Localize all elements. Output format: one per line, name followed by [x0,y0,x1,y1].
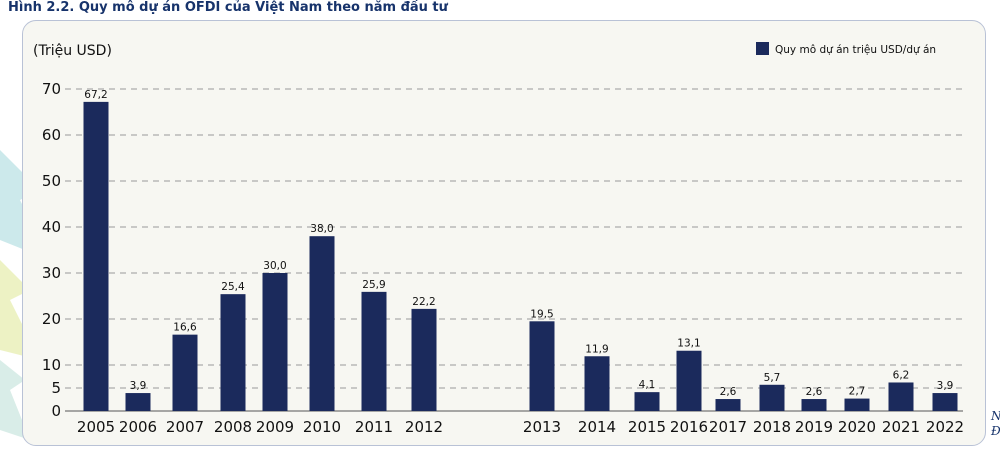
bar [759,384,785,411]
bar [676,350,702,411]
x-tick-label: 2011 [355,418,393,436]
bar [529,321,555,411]
bar [262,273,288,411]
x-axis-ticks: 2005 2006 2007 2008 2009 2010 2011 2012 2013 2014… [77,418,964,436]
bar-value-labels: 67,2 3,9 16,6 25,4 30,0 38,0 25,9 22,2 19,5 11,9 4… [84,89,953,398]
page-title: Hình 2.2. Quy mô dự án OFDI của Việt Nam… [8,0,448,15]
bar-value-label: 11,9 [585,343,608,355]
x-tick-label: 2005 [77,418,115,436]
x-tick-label: 2007 [166,418,204,436]
bar-value-label: 22,2 [412,296,435,308]
bar [844,398,870,411]
x-tick-label: 2017 [709,418,747,436]
x-tick-label: 2019 [795,418,833,436]
chart-panel: 0 5 10 20 30 40 50 60 70 67,2 3,9 16,6 25,4 30,0 38,0… [22,20,986,446]
bar-value-label: 2,6 [806,386,823,398]
bar [220,294,246,411]
bar [309,236,335,411]
bar [411,308,437,411]
bar-value-label: 25,9 [362,279,385,291]
x-tick-label: 2008 [214,418,252,436]
legend-swatch [756,42,769,55]
bar-value-label: 2,6 [720,386,737,398]
bar-chart: 0 5 10 20 30 40 50 60 70 67,2 3,9 16,6 25,4 30,0 38,0… [33,42,964,436]
grid-lines [65,88,963,412]
bar-value-label: 2,7 [849,386,866,398]
x-tick-label: 2018 [753,418,791,436]
bar-value-label: 25,4 [221,281,245,293]
bar-value-label: 38,0 [310,223,333,235]
bar [634,392,660,411]
x-tick-label: 2022 [926,418,964,436]
x-tick-label: 2021 [882,418,920,436]
side-note: N Đ [991,409,1000,438]
y-tick-label: 30 [42,264,61,282]
bar-value-label: 30,0 [263,260,286,272]
bar-value-label: 3,9 [937,380,954,392]
bar [801,399,827,411]
bar-value-label: 67,2 [84,89,107,101]
y-tick-label: 70 [42,80,61,98]
bar-value-label: 19,5 [530,308,553,320]
legend-label: Quy mô dự án triệu USD/dự án [775,44,936,56]
x-tick-label: 2015 [628,418,666,436]
y-tick-label: 5 [51,379,61,397]
bar [932,393,958,411]
x-tick-label: 2020 [838,418,876,436]
bar-value-label: 6,2 [893,369,910,381]
x-tick-label: 2013 [523,418,561,436]
x-tick-label: 2009 [256,418,294,436]
y-tick-label: 60 [42,126,61,144]
bar-value-label: 4,1 [639,379,656,391]
y-tick-label: 0 [51,402,61,420]
x-tick-label: 2016 [670,418,708,436]
y-axis-ticks: 0 5 10 20 30 40 50 60 70 [42,80,61,420]
bar [125,393,151,411]
bar-value-label: 13,1 [677,338,700,350]
y-axis-unit-label: (Triệu USD) [33,43,112,59]
bar [83,101,109,411]
bar [888,382,914,411]
legend: Quy mô dự án triệu USD/dự án [756,42,936,56]
y-tick-label: 50 [42,172,61,190]
x-tick-label: 2012 [405,418,443,436]
bar-value-label: 5,7 [764,372,781,384]
bar-value-label: 16,6 [173,322,197,334]
bar [715,399,741,411]
bars [83,101,958,411]
bar [584,356,610,411]
x-tick-label: 2014 [578,418,616,436]
x-tick-label: 2010 [303,418,341,436]
bar-value-label: 3,9 [130,380,147,392]
y-tick-label: 10 [42,356,61,374]
bar [361,291,387,411]
bar [172,334,198,411]
y-tick-label: 40 [42,218,61,236]
y-tick-label: 20 [42,310,61,328]
x-tick-label: 2006 [119,418,157,436]
